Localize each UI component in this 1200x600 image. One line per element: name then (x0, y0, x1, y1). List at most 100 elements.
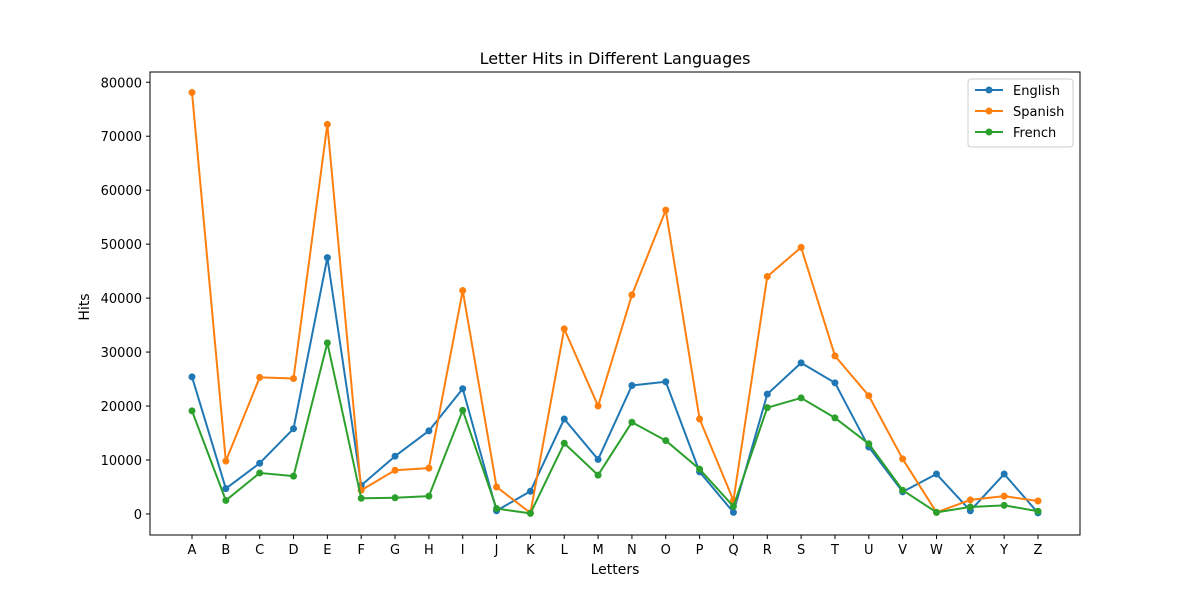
data-point (1000, 501, 1008, 509)
series-line (191, 341, 1039, 515)
x-tick-label: Y (999, 543, 1008, 558)
x-tick-label: D (289, 543, 299, 558)
x-axis-title: Letters (591, 562, 640, 578)
data-point (188, 373, 196, 381)
data-point (560, 415, 568, 423)
x-tick-label: U (864, 543, 874, 558)
data-point (391, 466, 399, 474)
data-point (594, 455, 602, 463)
data-point (222, 457, 230, 465)
data-point (256, 459, 264, 467)
x-tick-label: X (966, 543, 975, 558)
data-point (662, 378, 670, 386)
data-point (696, 465, 704, 473)
legend-item: Spanish (975, 105, 1064, 120)
x-tick-label: L (561, 543, 569, 558)
data-point (357, 494, 365, 502)
y-axis-title: Hits (77, 293, 93, 320)
x-tick-label: S (797, 543, 805, 558)
data-point (966, 503, 974, 511)
data-point (323, 120, 331, 128)
data-point (1034, 497, 1042, 505)
data-point (628, 418, 636, 426)
data-point (797, 359, 805, 367)
x-tick-label: F (357, 543, 364, 558)
data-point (391, 452, 399, 460)
data-point (526, 487, 534, 495)
x-tick-label: P (696, 543, 704, 558)
data-point (256, 469, 264, 477)
data-point (425, 427, 433, 435)
legend-box (967, 78, 1074, 148)
chart-title: Letter Hits in Different Languages (480, 49, 751, 68)
data-point (256, 373, 264, 381)
data-point (425, 464, 433, 472)
data-point (290, 425, 298, 433)
x-tick-label: R (763, 543, 772, 558)
data-point (323, 339, 331, 347)
data-point (391, 494, 399, 502)
x-tick-label: M (592, 543, 603, 558)
legend-marker (985, 107, 993, 115)
y-tick-label: 20000 (101, 400, 142, 415)
data-point (797, 243, 805, 251)
data-point (899, 486, 907, 494)
x-tick-label: H (424, 543, 434, 558)
legend: English Spanish French (967, 78, 1074, 148)
data-point (526, 509, 534, 517)
data-point (729, 508, 737, 516)
data-point (188, 407, 196, 415)
y-tick-label: 50000 (101, 238, 142, 253)
legend-marker (985, 128, 993, 136)
data-point (763, 390, 771, 398)
data-point (696, 415, 704, 423)
data-point (763, 404, 771, 412)
y-tick-label: 70000 (101, 130, 142, 145)
data-point (188, 89, 196, 97)
y-tick-label: 80000 (101, 76, 142, 91)
data-point (899, 455, 907, 463)
data-point (493, 483, 501, 491)
data-point (1000, 470, 1008, 478)
x-tick-label: K (526, 543, 535, 558)
legend-item: English (975, 84, 1060, 99)
x-tick-label: O (661, 543, 671, 558)
data-point (831, 414, 839, 422)
data-point (222, 496, 230, 504)
x-tick-label: E (323, 543, 331, 558)
data-point (831, 352, 839, 360)
data-point (290, 375, 298, 383)
series-french (188, 339, 1042, 517)
x-tick-label: I (461, 543, 465, 558)
data-point (865, 440, 873, 448)
data-point (797, 394, 805, 402)
y-tick-label: 60000 (101, 184, 142, 199)
x-tick-label: Q (728, 543, 738, 558)
data-point (628, 382, 636, 390)
x-tick-label: V (898, 543, 907, 558)
y-axis-ticks: 0 10000 20000 30000 40000 50000 60000 70000 8000… (101, 76, 150, 523)
data-point (932, 470, 940, 478)
data-point (662, 437, 670, 445)
data-point (966, 496, 974, 504)
series-layer (188, 89, 1042, 517)
x-tick-label: T (830, 543, 839, 558)
x-tick-label: W (930, 543, 943, 558)
y-tick-label: 10000 (101, 454, 142, 469)
legend-label: Spanish (1013, 105, 1064, 120)
x-tick-label: G (390, 543, 400, 558)
data-point (290, 472, 298, 480)
data-point (459, 287, 467, 295)
legend-item: French (975, 126, 1056, 141)
y-tick-label: 30000 (101, 346, 142, 361)
y-tick-label: 0 (134, 508, 142, 523)
x-tick-label: B (221, 543, 230, 558)
data-point (459, 406, 467, 414)
x-tick-label: Z (1034, 543, 1043, 558)
data-point (865, 392, 873, 400)
data-point (729, 502, 737, 510)
data-point (560, 439, 568, 447)
data-point (222, 485, 230, 493)
series-english (188, 254, 1042, 517)
